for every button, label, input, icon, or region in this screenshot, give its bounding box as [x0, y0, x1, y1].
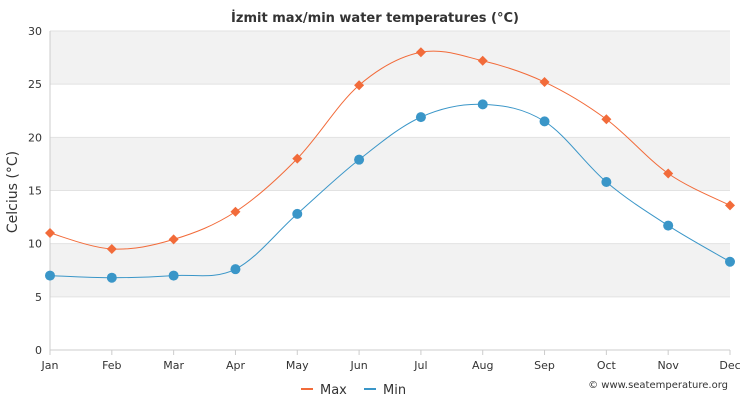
data-point-min: [725, 256, 735, 267]
data-point-min: [106, 272, 117, 283]
data-point-max: [415, 47, 426, 58]
data-point-max: [725, 200, 735, 211]
x-tick-label: Jun: [349, 359, 367, 372]
y-tick-label: 10: [28, 238, 42, 251]
data-point-min: [168, 270, 179, 281]
data-point-max: [601, 114, 612, 125]
series-group: [45, 47, 735, 283]
y-tick-label: 30: [28, 25, 42, 38]
x-tick-label: Dec: [719, 359, 740, 372]
data-point-max: [230, 206, 241, 217]
plot-band: [50, 31, 730, 85]
y-tick-labels: 0 5 10 15 20 25 30: [28, 25, 42, 357]
x-tick-label: Apr: [226, 359, 246, 372]
x-tick-label: Aug: [472, 359, 493, 372]
data-point-max: [477, 55, 488, 66]
legend-label-min: Min: [383, 383, 406, 398]
data-point-min: [292, 208, 303, 219]
plot-bands: [50, 31, 730, 297]
plot-band: [50, 137, 730, 191]
x-tick-label: May: [286, 359, 309, 372]
x-tick-label: Sep: [534, 359, 555, 372]
data-point-min: [539, 116, 550, 127]
data-point-min: [45, 270, 55, 281]
legend: Max Min: [301, 383, 406, 398]
x-tick-label: Feb: [102, 359, 121, 372]
x-tick-label: Nov: [657, 359, 679, 372]
data-point-min: [354, 154, 365, 165]
data-point-max: [292, 153, 303, 164]
data-point-max: [168, 234, 179, 245]
x-tick-label: Oct: [597, 359, 617, 372]
chart-title: İzmit max/min water temperatures (°C): [231, 10, 519, 26]
data-point-min: [477, 99, 488, 110]
data-point-max: [106, 243, 117, 254]
data-point-max: [663, 168, 674, 179]
y-tick-label: 20: [28, 131, 42, 144]
legend-label-max: Max: [320, 383, 347, 398]
y-axis-label: Celcius (°C): [5, 151, 21, 233]
data-point-min: [663, 220, 674, 231]
grid-lines: [50, 30, 730, 351]
x-tick-label: Jul: [413, 359, 427, 372]
y-tick-label: 15: [28, 185, 42, 198]
x-tick-label: Jan: [41, 359, 59, 372]
x-tick-label: Mar: [163, 359, 184, 372]
data-point-min: [415, 112, 426, 123]
x-tick-labels: Jan Feb Mar Apr May Jun Jul Aug Sep Oct Nov Dec: [41, 350, 741, 372]
plot-band: [50, 243, 730, 297]
data-point-max: [354, 80, 365, 91]
credit-text: © www.seatemperature.org: [588, 380, 728, 391]
y-tick-label: 5: [35, 291, 42, 304]
data-point-max: [539, 77, 550, 88]
data-point-max: [45, 228, 55, 239]
data-point-min: [230, 264, 241, 275]
y-tick-label: 25: [28, 78, 42, 91]
data-point-min: [601, 176, 612, 187]
y-tick-label: 0: [35, 344, 42, 357]
